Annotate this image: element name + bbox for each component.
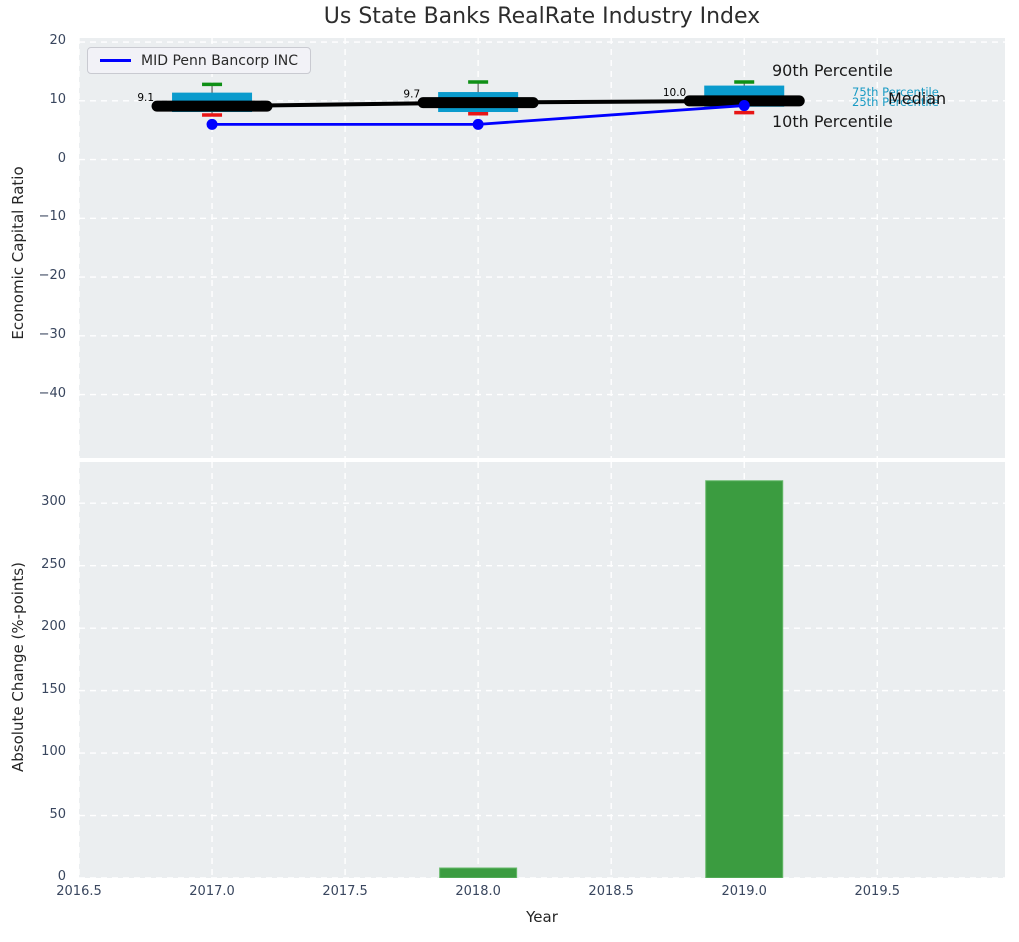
bottom-y-tick-label: 0 bbox=[57, 869, 66, 884]
chart-title: Us State Banks RealRate Industry Index bbox=[323, 4, 761, 29]
legend-label: MID Penn Bancorp INC bbox=[141, 52, 298, 69]
annotation-25th-percentile: 25th Percentile bbox=[852, 95, 939, 109]
median-value-label: 9.1 bbox=[137, 92, 154, 104]
median-value-label: 10.0 bbox=[663, 87, 686, 99]
bottom-y-tick-label: 250 bbox=[41, 556, 66, 572]
industry-boxplot-canvas: 9.1 9.7 10.0 bbox=[78, 38, 1005, 458]
x-tick-label: 2017.0 bbox=[189, 884, 235, 899]
top-y-tick-label: −40 bbox=[38, 385, 66, 401]
change-bar-2018 bbox=[439, 867, 518, 879]
annotation-median: Median bbox=[888, 89, 947, 108]
annotation-90th-percentile: 90th Percentile bbox=[772, 61, 893, 80]
bottom-y-tick-label: 50 bbox=[49, 806, 66, 822]
company-marker bbox=[472, 118, 484, 130]
median-value-label: 9.7 bbox=[403, 89, 420, 101]
top-y-tick-label: −10 bbox=[38, 209, 66, 225]
change-bar-canvas bbox=[78, 462, 1005, 879]
top-axes: 9.1 9.7 10.0 bbox=[78, 38, 1005, 458]
x-tick-label: 2018.5 bbox=[588, 884, 634, 899]
top-y-tick-label: −20 bbox=[38, 268, 66, 284]
bottom-y-axis-label: Absolute Change (%-points) bbox=[9, 562, 27, 772]
bottom-y-tick-label: 150 bbox=[41, 681, 66, 697]
legend-line-sample bbox=[100, 59, 131, 62]
annotation-75th-percentile: 75th Percentile bbox=[852, 85, 939, 99]
bottom-y-tick-label: 300 bbox=[41, 494, 66, 510]
x-tick-label: 2019.5 bbox=[854, 884, 901, 899]
x-tick-label: 2016.5 bbox=[56, 884, 102, 899]
bottom-y-tick-label: 200 bbox=[41, 619, 66, 635]
x-tick-label: 2018.0 bbox=[455, 884, 501, 899]
top-y-tick-label: 20 bbox=[49, 33, 66, 49]
legend: MID Penn Bancorp INC bbox=[87, 47, 311, 74]
x-tick-label: 2019.0 bbox=[721, 884, 767, 899]
bottom-axes bbox=[78, 462, 1005, 879]
top-y-tick-label: −30 bbox=[38, 326, 66, 342]
top-y-tick-label: 0 bbox=[57, 150, 66, 166]
top-y-axis-label: Economic Capital Ratio bbox=[9, 166, 27, 340]
bottom-y-tick-label: 100 bbox=[41, 744, 66, 760]
x-axis-label: Year bbox=[526, 908, 558, 926]
top-y-tick-label: 10 bbox=[49, 91, 66, 107]
company-marker bbox=[206, 118, 218, 130]
annotation-10th-percentile: 10th Percentile bbox=[772, 112, 893, 131]
x-tick-label: 2017.5 bbox=[322, 884, 368, 899]
change-bar-2019 bbox=[705, 480, 784, 879]
company-marker bbox=[738, 100, 750, 112]
